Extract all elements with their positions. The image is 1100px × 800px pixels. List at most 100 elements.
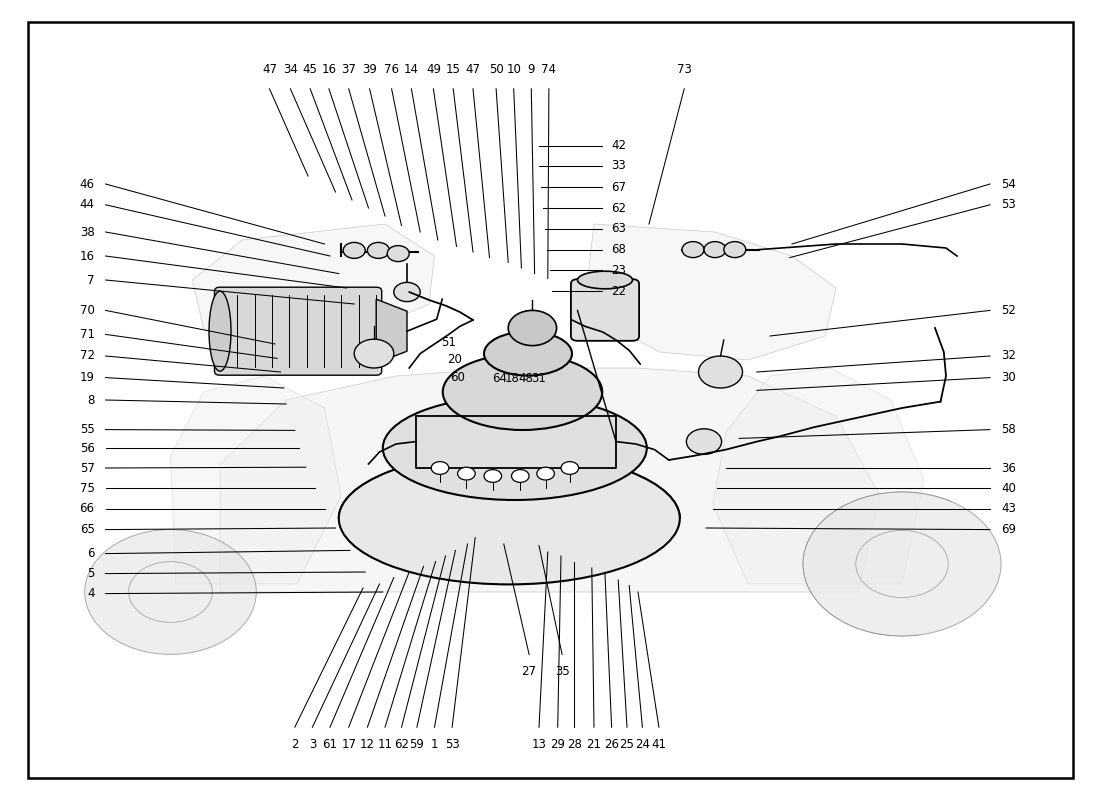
Text: 31: 31: [531, 372, 547, 385]
Text: 62: 62: [612, 202, 627, 214]
Ellipse shape: [484, 331, 572, 375]
Text: 21: 21: [586, 738, 602, 750]
Text: 1: 1: [431, 738, 438, 750]
Text: 8: 8: [87, 394, 95, 406]
Text: 3: 3: [309, 738, 316, 750]
Text: 73: 73: [676, 63, 692, 76]
FancyBboxPatch shape: [214, 287, 382, 375]
Text: 66: 66: [79, 502, 95, 515]
Circle shape: [561, 462, 579, 474]
Text: 65: 65: [79, 523, 95, 536]
Text: 25: 25: [619, 738, 635, 750]
Text: 5: 5: [87, 567, 95, 580]
Text: 44: 44: [79, 198, 95, 211]
Text: 62: 62: [394, 738, 409, 750]
Text: 4: 4: [87, 587, 95, 600]
Text: 70: 70: [79, 304, 95, 317]
Circle shape: [724, 242, 746, 258]
Text: 71: 71: [79, 328, 95, 341]
Text: 39: 39: [362, 63, 377, 76]
Text: 57: 57: [79, 462, 95, 474]
Circle shape: [512, 470, 529, 482]
Circle shape: [85, 530, 256, 654]
Text: 13: 13: [531, 738, 547, 750]
Text: 12: 12: [360, 738, 375, 750]
Text: 38: 38: [80, 226, 95, 238]
Polygon shape: [376, 299, 407, 363]
Text: 28: 28: [566, 738, 582, 750]
Text: 26: 26: [604, 738, 619, 750]
Text: 24: 24: [635, 738, 650, 750]
Text: 61: 61: [322, 738, 338, 750]
Circle shape: [394, 282, 420, 302]
Text: 43: 43: [1001, 502, 1016, 515]
Text: 74: 74: [541, 63, 557, 76]
Ellipse shape: [339, 453, 680, 584]
Ellipse shape: [383, 396, 647, 500]
Circle shape: [458, 467, 475, 480]
Text: 11: 11: [377, 738, 393, 750]
Text: 34: 34: [283, 63, 298, 76]
Text: 56: 56: [79, 442, 95, 454]
Circle shape: [803, 492, 1001, 636]
Text: 51: 51: [441, 336, 456, 349]
Polygon shape: [713, 368, 924, 584]
Text: 53: 53: [444, 738, 460, 750]
Text: 9: 9: [528, 63, 535, 76]
FancyBboxPatch shape: [571, 279, 639, 341]
Text: 75: 75: [79, 482, 95, 494]
Text: 63: 63: [612, 222, 627, 235]
Text: 19: 19: [79, 371, 95, 384]
Text: 76: 76: [384, 63, 399, 76]
Circle shape: [387, 246, 409, 262]
Text: 47: 47: [465, 63, 481, 76]
Circle shape: [484, 470, 502, 482]
Text: 47: 47: [262, 63, 277, 76]
Text: 64: 64: [492, 372, 507, 385]
Text: 6: 6: [87, 547, 95, 560]
Text: 32: 32: [1001, 350, 1016, 362]
Polygon shape: [170, 376, 341, 584]
Text: 36: 36: [1001, 462, 1016, 474]
Text: 58: 58: [1001, 423, 1015, 436]
Circle shape: [508, 310, 557, 346]
Text: 67: 67: [612, 181, 627, 194]
Text: 49: 49: [426, 63, 441, 76]
Circle shape: [354, 339, 394, 368]
Text: 10: 10: [506, 63, 521, 76]
Text: 42: 42: [612, 139, 627, 152]
Text: 55: 55: [80, 423, 95, 436]
Text: 46: 46: [79, 178, 95, 190]
Text: 27: 27: [521, 665, 537, 678]
Text: 14: 14: [404, 63, 419, 76]
Circle shape: [682, 242, 704, 258]
Text: 16: 16: [321, 63, 337, 76]
Ellipse shape: [209, 291, 231, 371]
Text: 54: 54: [1001, 178, 1016, 190]
Text: 2: 2: [292, 738, 298, 750]
Polygon shape: [220, 368, 880, 592]
Circle shape: [343, 242, 365, 258]
Circle shape: [431, 462, 449, 474]
Text: 30: 30: [1001, 371, 1015, 384]
Text: 15: 15: [446, 63, 461, 76]
Text: 18: 18: [505, 372, 520, 385]
Text: 53: 53: [1001, 198, 1015, 211]
Text: 72: 72: [79, 350, 95, 362]
Ellipse shape: [578, 271, 632, 289]
Text: 41: 41: [651, 738, 667, 750]
Text: 52: 52: [1001, 304, 1016, 317]
Polygon shape: [192, 224, 434, 352]
Text: 33: 33: [612, 159, 626, 172]
Text: 23: 23: [612, 264, 627, 277]
Circle shape: [367, 242, 389, 258]
Text: 45: 45: [302, 63, 318, 76]
Text: 35: 35: [554, 665, 570, 678]
Text: 48: 48: [518, 372, 534, 385]
Text: 50: 50: [488, 63, 504, 76]
Text: 17: 17: [341, 738, 356, 750]
Polygon shape: [588, 224, 836, 360]
Text: 60: 60: [450, 371, 465, 384]
Circle shape: [698, 356, 742, 388]
Text: 68: 68: [612, 243, 627, 256]
